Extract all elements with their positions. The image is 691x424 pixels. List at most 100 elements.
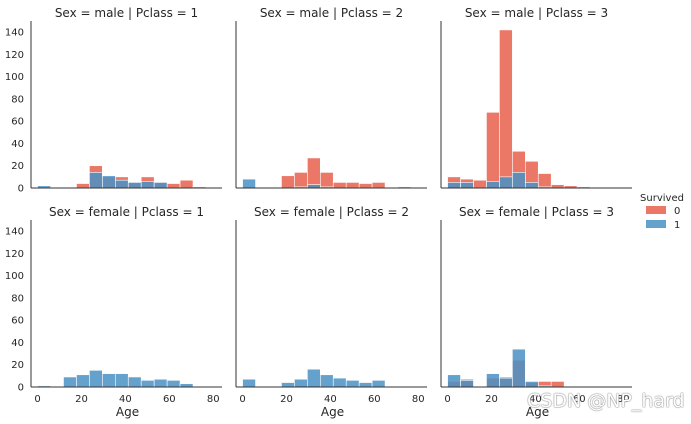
x-tick-label: 80 — [207, 394, 220, 405]
bar-survived — [486, 373, 500, 388]
x-tick-label: 20 — [485, 394, 498, 405]
bar-survived — [460, 380, 474, 388]
bar-survived — [486, 181, 500, 189]
bar-survived — [166, 380, 181, 388]
x-tick-label: 0 — [239, 394, 245, 405]
facet-panel: Sex = female | Pclass = 3 0 20 40 60 80 Age — [440, 205, 632, 419]
bar-survived — [320, 374, 334, 388]
y-tick-label: 80 — [11, 94, 24, 105]
y-tick-label: 40 — [11, 139, 24, 150]
y-tick-label: 20 — [11, 360, 24, 371]
bar-survived — [371, 380, 386, 388]
bar-survived — [294, 378, 308, 388]
bar-survived — [460, 182, 474, 189]
x-tick-label: 0 — [444, 394, 450, 405]
bar-died — [332, 182, 347, 189]
y-tick-label: 40 — [11, 338, 24, 349]
x-tick-label: 40 — [324, 394, 337, 405]
bar-survived — [281, 382, 295, 388]
bar-died — [166, 183, 181, 189]
facet-panel: Sex = female | Pclass = 2 0 20 40 60 80 Age — [235, 205, 427, 419]
y-tick-label: 140 — [5, 28, 24, 39]
x-tick-label: 0 — [34, 394, 40, 405]
legend-label: 0 — [674, 206, 680, 217]
legend-swatch-survived — [646, 220, 666, 228]
bar-survived — [242, 378, 256, 388]
y-tick-label: 60 — [11, 117, 24, 128]
y-tick-label: 0 — [18, 184, 24, 195]
bar-survived — [525, 182, 539, 189]
bar-survived — [102, 175, 116, 189]
bar-survived — [153, 182, 168, 189]
bar-died — [345, 182, 360, 189]
bar-died — [76, 183, 90, 189]
bar-survived — [242, 178, 256, 189]
x-tick-label: 60 — [573, 394, 586, 405]
bar-died — [294, 172, 308, 189]
bar-died — [358, 183, 373, 189]
facet-title: Sex = female | Pclass = 3 — [459, 205, 614, 219]
legend-label: 1 — [674, 220, 680, 231]
bar-survived — [76, 374, 90, 388]
y-tick-label: 80 — [11, 293, 24, 304]
bar-died — [473, 179, 487, 189]
bar-survived — [332, 377, 347, 388]
x-tick-label: 20 — [75, 394, 88, 405]
y-tick-label: 100 — [5, 72, 24, 83]
bar-survived — [447, 182, 461, 189]
x-axis-label: Age — [116, 405, 139, 419]
bar-survived — [115, 373, 129, 388]
bar-died — [550, 184, 565, 189]
bar-survived — [179, 383, 194, 388]
y-tick-label: 20 — [11, 161, 24, 172]
bar-survived — [499, 176, 513, 189]
facet-panel: Sex = female | Pclass = 1 0 20 40 60 80 100 120… — [5, 205, 222, 419]
bar-survived — [153, 378, 168, 388]
x-tick-label: 60 — [368, 394, 381, 405]
bar-died — [179, 179, 194, 189]
facet-title: Sex = male | Pclass = 1 — [55, 6, 198, 20]
x-axis-label: Age — [321, 405, 344, 419]
bar-died — [550, 381, 565, 388]
x-tick-label: 40 — [529, 394, 542, 405]
bar-died — [486, 111, 500, 189]
x-tick-label: 80 — [617, 394, 630, 405]
bar-died — [371, 182, 386, 189]
legend-swatch-died — [646, 206, 666, 214]
facet-title: Sex = male | Pclass = 2 — [260, 6, 403, 20]
y-tick-label: 120 — [5, 50, 24, 61]
bar-survived — [63, 376, 77, 388]
bar-survived — [345, 380, 360, 388]
bar-survived — [307, 368, 321, 388]
facet-panel: Sex = male | Pclass = 3 — [440, 6, 632, 189]
x-tick-label: 60 — [163, 394, 176, 405]
bar-survived — [140, 181, 155, 189]
legend-title: Survived — [640, 193, 684, 204]
bar-survived — [140, 380, 155, 388]
facet-title: Sex = female | Pclass = 2 — [254, 205, 409, 219]
y-tick-label: 140 — [5, 227, 24, 238]
facet-title: Sex = female | Pclass = 1 — [49, 205, 204, 219]
y-tick-label: 100 — [5, 271, 24, 282]
bar-survived — [512, 172, 526, 189]
bar-survived — [525, 381, 539, 388]
bar-died — [537, 173, 552, 189]
bar-survived — [307, 184, 321, 189]
y-tick-label: 60 — [11, 316, 24, 327]
y-tick-label: 120 — [5, 249, 24, 260]
facet-panel: Sex = male | Pclass = 2 — [235, 6, 427, 189]
bar-survived — [102, 373, 116, 388]
bar-survived — [127, 376, 142, 388]
facet-title: Sex = male | Pclass = 3 — [465, 6, 608, 20]
bar-survived — [127, 182, 142, 189]
bar-survived — [115, 179, 129, 189]
bar-survived — [499, 377, 513, 388]
bar-survived — [358, 382, 373, 388]
bar-survived — [89, 369, 103, 388]
x-tick-label: 20 — [280, 394, 293, 405]
x-axis-label: Age — [526, 405, 549, 419]
bar-survived — [447, 374, 461, 388]
bar-died — [499, 29, 513, 189]
x-tick-label: 40 — [119, 394, 132, 405]
